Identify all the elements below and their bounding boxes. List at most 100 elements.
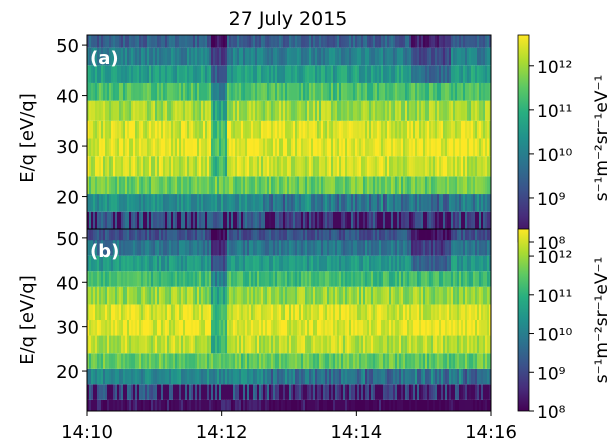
heatmap-cell (259, 353, 262, 369)
heatmap-cell (359, 353, 362, 369)
heatmap-cell (125, 271, 128, 287)
heatmap-cell (385, 156, 388, 177)
heatmap-cell (373, 368, 376, 385)
heatmap-cell (473, 211, 476, 230)
heatmap-cell (301, 65, 304, 83)
heatmap-cell (209, 286, 212, 305)
heatmap-cell (287, 304, 290, 320)
heatmap-cell (453, 240, 456, 256)
heatmap-cell (287, 320, 290, 336)
heatmap-cell (101, 240, 104, 256)
heatmap-cell (207, 384, 210, 400)
heatmap-cell (351, 156, 354, 177)
heatmap-cell (239, 286, 242, 305)
heatmap-cell (315, 255, 318, 272)
heatmap-cell (453, 156, 456, 177)
heatmap-cell (191, 368, 194, 385)
heatmap-cell (473, 353, 476, 369)
heatmap-cell (457, 82, 460, 101)
heatmap-cell (185, 156, 188, 177)
heatmap-cell (113, 47, 116, 66)
heatmap-cell (143, 194, 146, 212)
heatmap-cell (415, 304, 418, 320)
heatmap-cell (249, 304, 252, 320)
heatmap-cell (429, 304, 432, 320)
heatmap-cell (263, 320, 266, 336)
heatmap-cell (461, 47, 464, 66)
heatmap-cell (463, 176, 466, 195)
heatmap-cell (265, 176, 268, 195)
heatmap-cell (289, 240, 292, 256)
heatmap-cell (317, 271, 320, 287)
heatmap-cell (335, 65, 338, 83)
heatmap-cell (173, 353, 176, 369)
heatmap-cell (131, 65, 134, 83)
heatmap-cell (297, 100, 300, 121)
heatmap-cell (455, 211, 458, 230)
heatmap-cell (301, 211, 304, 230)
heatmap-cell (99, 65, 102, 83)
heatmap-cell (445, 399, 448, 411)
heatmap-cell (217, 176, 220, 195)
heatmap-cell (97, 100, 100, 121)
heatmap-cell (249, 320, 252, 336)
heatmap-cell (135, 240, 138, 256)
heatmap-cell (231, 120, 234, 139)
heatmap-cell (293, 271, 296, 287)
heatmap-cell (119, 65, 122, 83)
heatmap-cell (167, 156, 170, 177)
heatmap-cell (333, 120, 336, 139)
heatmap-cell (129, 176, 132, 195)
heatmap-cell (245, 138, 248, 157)
heatmap-cell (115, 211, 118, 230)
heatmap-cell (187, 156, 190, 177)
heatmap-cell (225, 399, 228, 411)
heatmap-cell (443, 100, 446, 121)
heatmap-cell (151, 120, 154, 139)
heatmap-cell (205, 47, 208, 66)
heatmap-cell (329, 47, 332, 66)
heatmap-cell (449, 194, 452, 212)
heatmap-cell (359, 65, 362, 83)
heatmap-cell (153, 120, 156, 139)
heatmap-cell (213, 194, 216, 212)
heatmap-cell (255, 335, 258, 354)
heatmap-cell (223, 271, 226, 287)
heatmap-cell (207, 194, 210, 212)
heatmap-cell (121, 156, 124, 177)
heatmap-cell (213, 47, 216, 66)
heatmap-cell (247, 35, 250, 48)
heatmap-cell (141, 156, 144, 177)
heatmap-cell (367, 47, 370, 66)
heatmap-cell (103, 194, 106, 212)
heatmap-cell (351, 255, 354, 272)
heatmap-cell (397, 353, 400, 369)
heatmap-cell (313, 120, 316, 139)
heatmap-cell (399, 138, 402, 157)
heatmap-cell (319, 156, 322, 177)
heatmap-cell (275, 65, 278, 83)
heatmap-cell (235, 35, 238, 48)
heatmap-cell (279, 82, 282, 101)
heatmap-cell (313, 353, 316, 369)
heatmap-cell (409, 384, 412, 400)
heatmap-cell (305, 82, 308, 101)
heatmap-cell (329, 286, 332, 305)
heatmap-cell (215, 100, 218, 121)
heatmap-cell (423, 194, 426, 212)
heatmap-cell (133, 47, 136, 66)
heatmap-cell (349, 353, 352, 369)
heatmap-cell (229, 100, 232, 121)
heatmap-cell (229, 120, 232, 139)
heatmap-cell (415, 335, 418, 354)
heatmap-cell (329, 271, 332, 287)
heatmap-cell (201, 138, 204, 157)
heatmap-cell (417, 120, 420, 139)
heatmap-cell (335, 286, 338, 305)
heatmap-cell (127, 304, 130, 320)
heatmap-cell (411, 100, 414, 121)
heatmap-cell (339, 47, 342, 66)
heatmap-cell (297, 82, 300, 101)
heatmap-cell (293, 194, 296, 212)
heatmap-cell (459, 320, 462, 336)
